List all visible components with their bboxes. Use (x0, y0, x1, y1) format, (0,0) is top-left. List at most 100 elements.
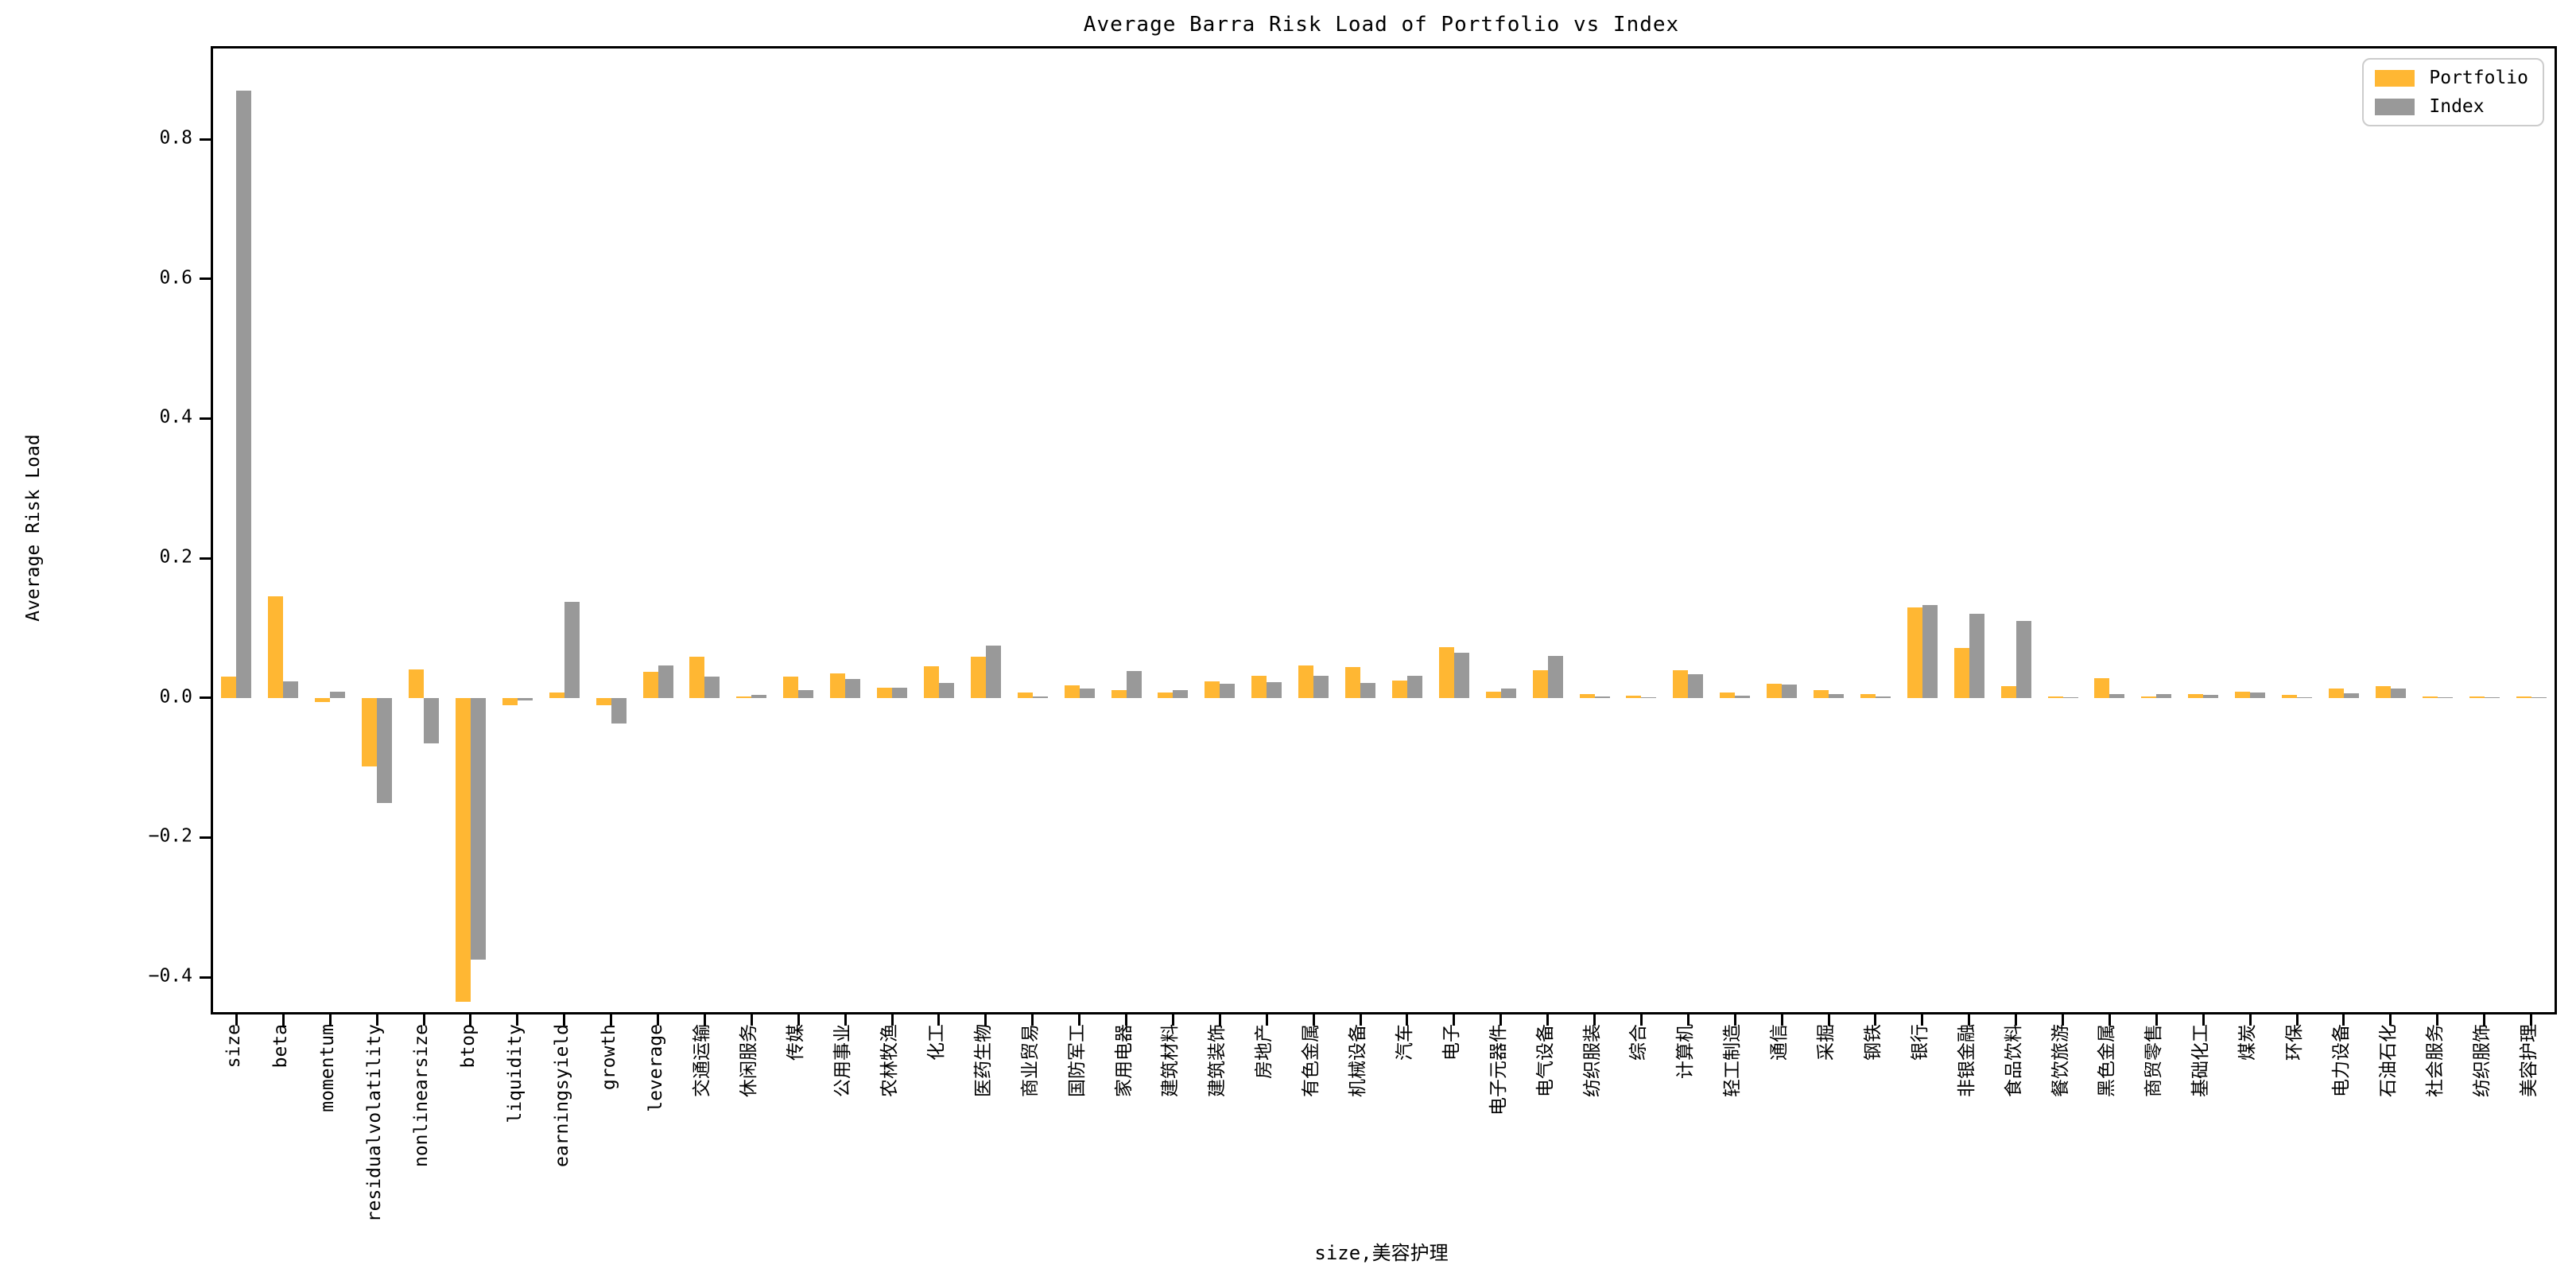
x-tick-label-text: 轻工制造 (1722, 1024, 1744, 1097)
x-tick-label-text: momentum (317, 1024, 339, 1112)
bar-portfolio-非银金融 (1953, 648, 1969, 698)
x-axis-labels: size beta momentum residualvolatility nonlin… (211, 1013, 2552, 1222)
plot-area: 0.8 0.6 0.4 0.2 0.0 −0.2 −0.4 Portfolio Index (149, 46, 2557, 1026)
portfolio-color-swatch (2375, 69, 2415, 87)
y-tick-label: 0.4 (159, 407, 192, 429)
x-tick-mark (1406, 1014, 1409, 1026)
bar-index-纺织服饰 (2484, 696, 2500, 699)
y-tick-label: 0.2 (159, 546, 192, 568)
bar-portfolio-综合 (1626, 696, 1642, 698)
x-tick-mark (750, 1014, 753, 1026)
x-tick-label-text: 农林牧渔 (879, 1024, 901, 1097)
x-tick-label-text: earningsyield (551, 1024, 572, 1168)
x-tick-label-text: growth (598, 1024, 619, 1091)
x-tick-label-text: 美容护理 (2518, 1024, 2539, 1097)
bar-index-煤炭 (2250, 692, 2266, 698)
bar-index-size (236, 90, 252, 698)
y-tick-label: −0.2 (148, 826, 192, 848)
bar-portfolio-家用电器 (1111, 690, 1127, 698)
bar-portfolio-机械设备 (1345, 667, 1361, 698)
x-tick-mark (937, 1014, 941, 1026)
x-tick-label-text: 传媒 (786, 1024, 807, 1061)
x-tick-label-text: btop (457, 1024, 479, 1069)
x-tick-label-text: 钢铁 (1862, 1024, 1884, 1061)
bar-index-休闲服务 (751, 695, 767, 698)
bar-portfolio-btop (455, 697, 471, 1002)
bar-index-银行 (1922, 604, 1938, 698)
bar-portfolio-公用事业 (830, 673, 846, 698)
x-tick-label-text: 国防军工 (1066, 1024, 1088, 1097)
x-axis-ticks (213, 48, 2555, 1026)
y-tick-label: −0.4 (148, 965, 192, 987)
x-tick-mark (2295, 1014, 2299, 1026)
x-tick-mark (2436, 1014, 2439, 1026)
x-tick-label-text: 环保 (2284, 1024, 2306, 1061)
bar-index-leverage (658, 665, 673, 698)
x-tick-label-text: 家用电器 (1113, 1024, 1135, 1097)
x-tick-mark (797, 1014, 800, 1026)
bar-portfolio-有色金属 (1298, 665, 1314, 698)
bar-portfolio-growth (596, 697, 611, 706)
x-tick-mark (2062, 1014, 2065, 1026)
x-tick-label-text: 公用事业 (832, 1024, 854, 1097)
legend-item-index: Index (2375, 96, 2528, 117)
x-tick-label-text: 建筑装饰 (1207, 1024, 1228, 1097)
x-tick-mark (1686, 1014, 1690, 1026)
x-tick-mark (1031, 1014, 1034, 1026)
x-tick-mark (2202, 1014, 2205, 1026)
x-tick-label-text: 石油石化 (2377, 1024, 2399, 1097)
bar-portfolio-社会服务 (2422, 696, 2438, 698)
bar-portfolio-轻工制造 (1720, 692, 1736, 698)
bar-portfolio-汽车 (1391, 680, 1407, 698)
x-tick-label-text: 社会服务 (2424, 1024, 2446, 1097)
bar-portfolio-纺织服饰 (2469, 696, 2485, 698)
bar-index-建筑材料 (1173, 690, 1189, 698)
x-tick-mark (1265, 1014, 1268, 1026)
bar-portfolio-食品饮料 (2000, 685, 2016, 698)
x-tick-label-text: 纺织服装 (1581, 1024, 1603, 1097)
bar-index-电子 (1453, 652, 1469, 698)
x-tick-label-text: 商贸零售 (2143, 1024, 2165, 1097)
x-tick-mark (516, 1014, 519, 1026)
bar-index-黑色金属 (2109, 693, 2125, 698)
y-axis-label: Average Risk Load (23, 434, 44, 622)
x-tick-label-text: 食品饮料 (2003, 1024, 2024, 1097)
y-tick-mark (200, 417, 211, 420)
x-tick-mark (422, 1014, 425, 1026)
x-tick-mark (1453, 1014, 1456, 1026)
bar-index-石油石化 (2390, 689, 2406, 698)
bar-index-商业贸易 (1032, 696, 1048, 698)
bar-portfolio-餐饮旅游 (2047, 696, 2063, 698)
x-tick-mark (1078, 1014, 1081, 1026)
bar-portfolio-休闲服务 (736, 696, 752, 698)
x-tick-label-text: 有色金属 (1301, 1024, 1322, 1097)
x-tick-mark (1968, 1014, 1971, 1026)
y-tick-mark (200, 557, 211, 560)
bar-portfolio-momentum (315, 697, 331, 703)
x-tick-label-text: beta (270, 1024, 292, 1069)
bar-portfolio-建筑装饰 (1205, 681, 1220, 698)
bar-index-基础化工 (2203, 695, 2219, 698)
x-tick-mark (1827, 1014, 1830, 1026)
x-tick-label-text: 化工 (925, 1024, 947, 1061)
x-tick-label-text: 医药生物 (972, 1024, 994, 1097)
bar-portfolio-煤炭 (2235, 691, 2251, 698)
x-tick-label-text: 通信 (1769, 1024, 1790, 1061)
bar-index-earningsyield (564, 601, 580, 698)
bar-index-房地产 (1267, 681, 1282, 698)
x-tick-mark (2530, 1014, 2533, 1026)
bar-index-综合 (1641, 696, 1657, 699)
x-tick-label-text: 计算机 (1675, 1024, 1697, 1079)
x-tick-mark (1593, 1014, 1596, 1026)
x-tick-mark (328, 1014, 332, 1026)
bar-portfolio-交通运输 (689, 656, 705, 698)
x-tick-mark (1312, 1014, 1315, 1026)
x-tick-mark (1639, 1014, 1643, 1026)
x-tick-label-text: 采掘 (1816, 1024, 1837, 1061)
bar-index-btop (470, 697, 486, 960)
x-tick-mark (1125, 1014, 1128, 1026)
bar-index-计算机 (1688, 673, 1704, 698)
bar-portfolio-钢铁 (1860, 693, 1876, 698)
x-tick-label-text: 汽车 (1394, 1024, 1415, 1061)
x-tick-label-text: leverage (645, 1024, 666, 1112)
